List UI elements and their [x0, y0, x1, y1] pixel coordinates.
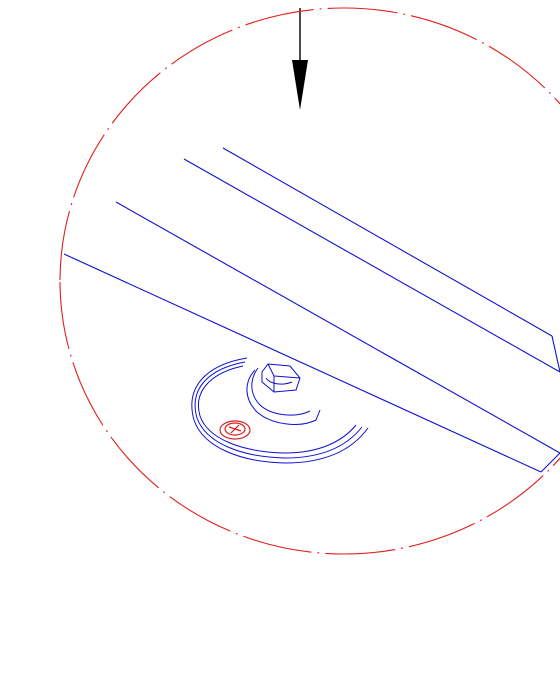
phillips-screw-icon — [219, 420, 251, 440]
rail-top-end — [551, 335, 560, 373]
hex-nut — [261, 363, 301, 393]
detail-circle — [59, 7, 560, 555]
view-arrow — [292, 8, 308, 110]
diagonal-rails — [63, 147, 560, 473]
detail-circle-outline — [59, 7, 560, 555]
rail-top-edge-lower — [183, 158, 560, 373]
screw-slot-b — [230, 424, 240, 434]
hex-nut-face-line-2 — [273, 375, 301, 379]
hex-nut-chamfer — [265, 377, 293, 385]
rail-bottom-end — [540, 452, 560, 473]
rail-bottom-edge-lower — [63, 253, 542, 473]
hex-nut-face-line-1 — [267, 363, 275, 377]
view-arrow-head — [292, 60, 308, 110]
rail-bottom-edge-upper — [115, 201, 560, 454]
rail-top-edge-upper — [222, 147, 553, 337]
